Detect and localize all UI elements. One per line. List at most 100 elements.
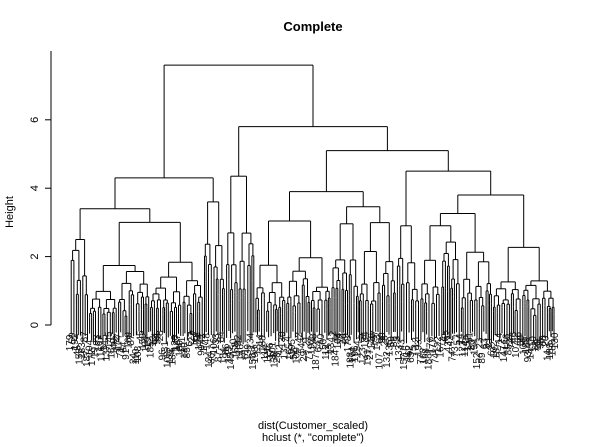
leaf-label: 130 [180,342,191,359]
leaf-label: 139 [243,344,254,361]
x-axis-label: dist(Customer_scaled) [258,420,368,432]
leaf-label: 8 [421,348,432,354]
leaf-label: 61 [465,332,476,344]
leaf-label: 27 [365,348,376,360]
leaf-label: 104 [333,332,344,349]
method-sublabel: hclust (*, "complete") [262,432,364,444]
leaf-label: 150 [248,353,259,370]
dendrogram-tree [70,64,555,345]
leaf-label: 180 [175,340,186,357]
leaf-label: 146 [367,332,378,349]
leaf-label: 137 [102,344,113,361]
leaf-label: 59 [387,336,398,348]
leaf-label: 20 [338,333,349,345]
leaf-label: 88 [538,335,549,347]
leaf-label: 12 [148,335,159,347]
leaf-label: 7 [238,350,249,356]
leaf-label: 149 [109,338,120,355]
leaf-label: 133 [394,344,405,361]
leaf-label: 192 [306,338,317,355]
leaf-label: 43 [443,341,454,353]
leaf-label: 4 [282,336,293,342]
leaf-label: 28 [379,335,390,347]
leaf-label: 169 [124,332,135,349]
leaf-label: 130 [277,331,288,348]
leaf-label: 152 [462,334,473,351]
leaf-label: 162 [418,347,429,364]
leaf-label: 29 [299,350,310,362]
leaf-label: 110 [528,336,539,352]
leaf-label: 46 [509,331,520,343]
leaf-label: 19 [143,337,154,349]
leaf-label: 149 [223,346,234,363]
leaf-label: 146 [236,344,247,361]
leaf-label: 65 [406,351,417,363]
leaf-label: 172 [496,338,507,355]
leaf-label: 184 [167,348,178,365]
leaf-label: 116 [97,345,108,361]
leaf-label: 95 [533,339,544,351]
leaf-label: 91 [121,348,132,360]
leaf-label: 134 [326,337,337,354]
leaf-label: 18 [492,348,503,360]
leaf-label: 87 [80,331,91,343]
leaf-label: 198 [250,346,261,363]
leaf-label: 85 [504,344,515,356]
leaf-label: 14 [455,333,466,345]
leaf-label: 172 [111,335,122,352]
leaf-label: 82 [233,334,244,346]
leaf-label: 167 [189,330,200,347]
leaf-label: 19 [89,346,100,358]
leaf-label: 136 [384,339,395,356]
leaf-label: 145 [104,331,115,348]
leaf-label: 147 [499,345,510,362]
leaf-label: 86 [206,352,217,364]
leaf-label: 134 [245,332,256,349]
leaf-label: 165 [284,343,295,360]
leaf-label: 27 [187,331,198,343]
leaf-label: 145 [99,334,110,351]
leaf-label: 195 [287,339,298,356]
leaf-label: 123 [358,347,369,364]
leaf-label: 123 [457,340,468,357]
leaf-label: 21 [484,337,495,349]
leaf-label: 90 [197,344,208,356]
leaf-label: 61 [241,348,252,360]
leaf-label: 2 [328,330,339,336]
leaf-label: 122 [433,336,444,353]
y-tick-label: 2 [29,254,41,260]
leaf-label: 114 [460,340,471,356]
leaf-label: 179 [65,334,76,351]
y-tick-label: 4 [29,185,41,191]
leaf-label: 159 [138,333,149,350]
leaf-label: 77 [304,349,315,361]
leaf-label: 45 [72,345,83,357]
leaf-label: 42 [275,344,286,356]
leaf-label: 62 [487,344,498,356]
leaf-label: 150 [228,338,239,355]
leaf-label: 96 [535,337,546,349]
leaf-label: 17 [199,341,210,353]
leaf-label: 186 [501,333,512,350]
leaf-label: 90 [377,332,388,344]
leaf-label: 101 [267,341,278,358]
leaf-label: 12 [192,331,203,343]
leaf-label: 194 [85,339,96,356]
y-axis-label: Height [4,196,16,228]
leaf-label: 188 [423,353,434,370]
leaf-label: 28 [272,352,283,364]
leaf-label: 184 [331,349,342,366]
leaf-label: 132 [165,347,176,364]
leaf-label: 84 [216,331,227,343]
leaf-label: 93 [523,351,534,363]
leaf-label: 197 [370,330,381,347]
leaf-label: 13 [280,348,291,360]
y-ticks: 0 2 4 6 [29,117,51,328]
leaf-label: 167 [94,335,105,352]
leaf-label: 31 [160,341,171,353]
leaf-label: 14 [543,349,554,361]
leaf-label: 86 [221,343,232,355]
leaf-label: 85 [182,347,193,359]
leaf-label: 74 [506,337,517,349]
leaf-label: 45 [136,330,147,342]
